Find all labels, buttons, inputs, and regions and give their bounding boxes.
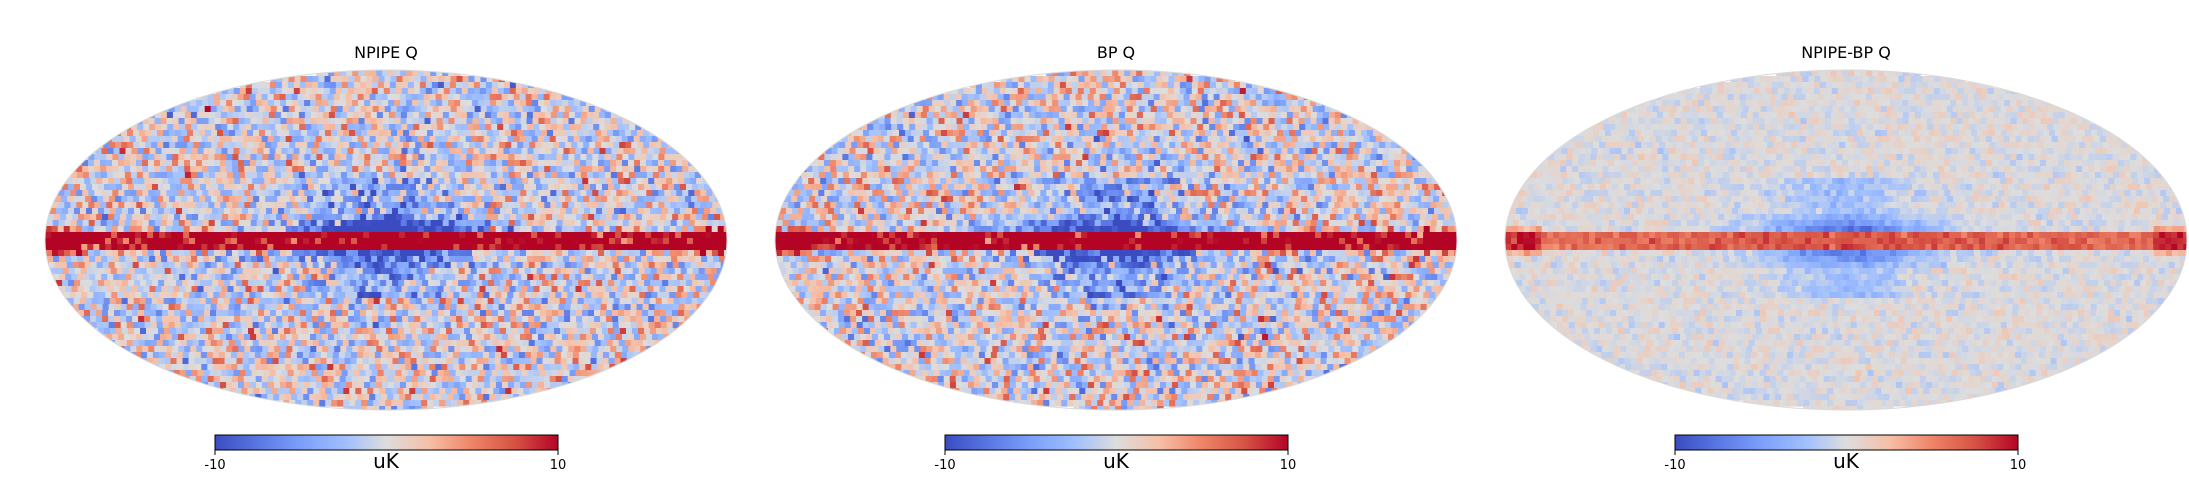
colorbar: -10 10 uK [934,434,1297,473]
colorbar: -10 10 uK [204,434,567,473]
colorbar-gradient [214,434,559,451]
panel-title: NPIPE Q [354,43,418,62]
colorbar-unit-label: uK [373,449,400,473]
map-outline [1504,69,2188,411]
colorbar-max-label: 10 [2010,458,2027,473]
colorbar-gradient [944,434,1289,451]
colorbar-min-label: -10 [1664,458,1685,473]
colorbar-max-label: 10 [550,458,567,473]
colorbar-unit-label: uK [1833,449,1860,473]
map-outline [44,69,728,411]
colorbar-min-label: -10 [204,458,225,473]
map-panel-npipe-q: NPIPE Q -10 10 uK [44,43,728,473]
map-panel-bp-q: BP Q -10 10 uK [774,43,1458,473]
panel-title: BP Q [1097,43,1135,62]
map-panel-npipe-bp-q: NPIPE-BP Q -10 10 uK [1504,43,2188,473]
colorbar: -10 10 uK [1664,434,2027,473]
panel-title: NPIPE-BP Q [1801,43,1891,62]
colorbar-unit-label: uK [1103,449,1130,473]
colorbar-max-label: 10 [1280,458,1297,473]
map-outline [774,69,1458,411]
colorbar-min-label: -10 [934,458,955,473]
colorbar-gradient [1674,434,2019,451]
sky-map-npipe-q [45,70,727,410]
sky-map-npipe-bp-q [1505,70,2187,410]
sky-map-bp-q [775,70,1457,410]
